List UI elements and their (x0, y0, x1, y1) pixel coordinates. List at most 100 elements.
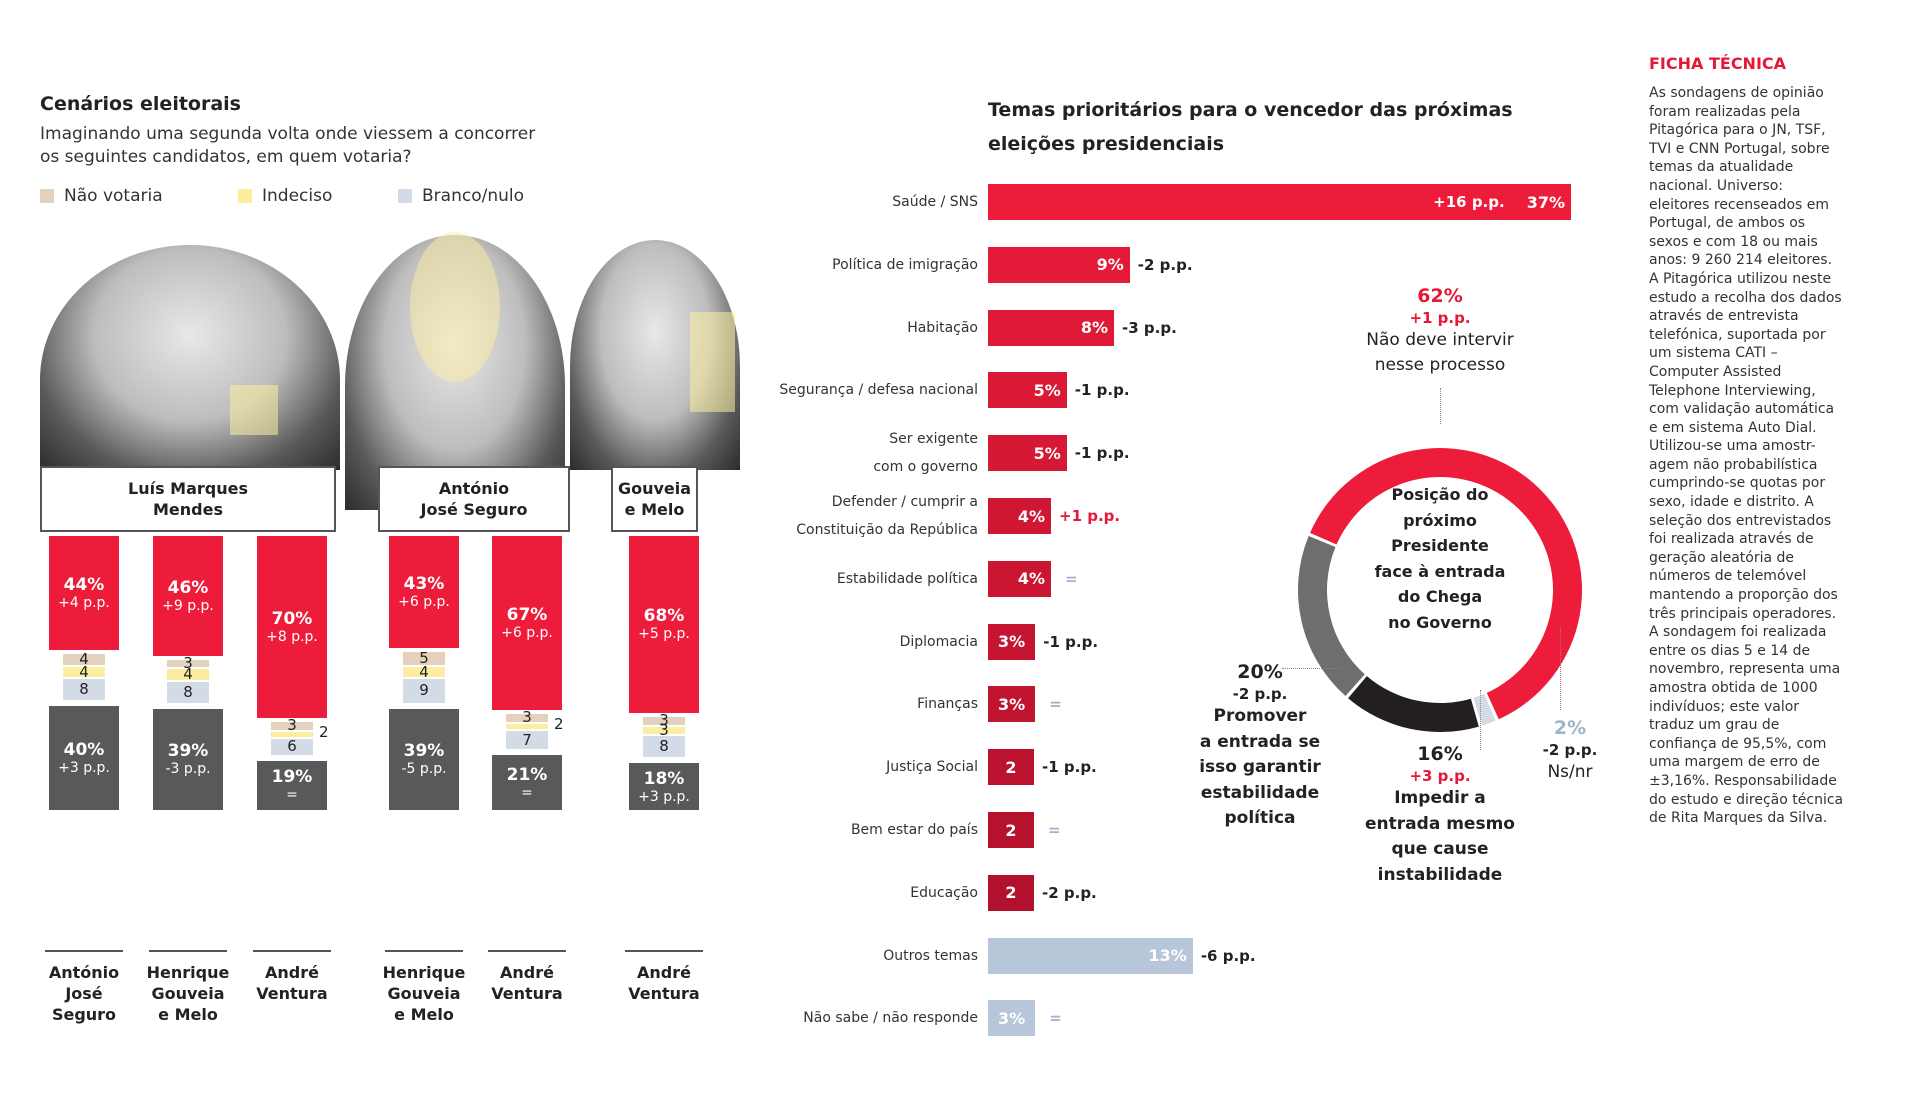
ficha-line: indivíduos; este valor (1649, 698, 1800, 715)
slice-delta: -2 p.p. (1232, 685, 1288, 703)
ficha-line: ±3,16%. Responsabilidade (1649, 772, 1837, 789)
ficha-tecnica-title: FICHA TÉCNICA (1649, 54, 1787, 73)
bar-indeciso: 3 (643, 722, 685, 737)
theme-bar-value: 2 (1005, 883, 1017, 903)
theme-bar-value: 2 (1005, 820, 1017, 840)
bar-delta: +8 p.p. (266, 629, 318, 645)
donut-label-promover: 20% -2 p.p. Promover a entrada se isso g… (1195, 660, 1325, 832)
opponent-name: Henrique Gouveia e Melo (133, 962, 243, 1025)
ficha-line: entre os dias 5 e 14 de (1649, 642, 1811, 659)
bar-value: 43% (403, 573, 445, 594)
ficha-line: A sondagem foi realizada (1649, 624, 1827, 641)
themes-title: Temas prioritários para o vencedor das p… (988, 93, 1513, 161)
theme-delta: -1 p.p. (1074, 444, 1130, 463)
slice-delta: -2 p.p. (1542, 741, 1598, 759)
slice-label-line: Promover (1213, 706, 1307, 726)
theme-label-line: Saúde / SNS (892, 194, 978, 210)
theme-label: Defender / cumprir a Constituição da Repú… (700, 488, 978, 544)
opponent-name: André Ventura (237, 962, 347, 1004)
legend-swatch (238, 189, 252, 203)
ficha-line: três principais operadores. (1649, 605, 1837, 622)
opponent-name-line: Henrique (382, 963, 466, 982)
slice-value: 20% (1237, 661, 1283, 683)
theme-bar: 9% (988, 246, 1130, 283)
bar-opponent: 39% -3 p.p. (153, 708, 223, 810)
donut-label-impedir: 16% +3 p.p. Impedir a entrada mesmo que … (1360, 742, 1520, 888)
ficha-line: através de entrevista (1649, 308, 1799, 325)
donut-title-line: do Chega (1397, 587, 1483, 606)
theme-label: Diplomacia (700, 631, 978, 653)
donut-center-title: Posição do próximo Presidente face à ent… (1370, 482, 1510, 635)
bar-candidate: 44% +4 p.p. (49, 536, 119, 651)
theme-bar: 5% (988, 435, 1067, 472)
ficha-line: mantendo a proporção dos (1649, 587, 1838, 604)
legend-item-branco-nulo: Branco/nulo (398, 186, 524, 206)
ficha-line: agem não probabilística (1649, 456, 1818, 473)
theme-label-line: com o governo (873, 459, 978, 476)
ficha-line: de Rita Marques da Silva. (1649, 810, 1828, 827)
opponent-name-line: André (500, 963, 554, 982)
donut-title-line: próximo (1403, 510, 1477, 530)
theme-delta: -1 p.p. (1043, 632, 1099, 651)
slice-label-line: Impedir a (1394, 788, 1486, 808)
slice-delta: +3 p.p. (1409, 767, 1471, 785)
portrait-accent (410, 232, 500, 382)
ficha-line: nacional. Universo: (1649, 177, 1784, 194)
bar-value: 46% (167, 577, 209, 598)
ficha-line: geração aleatória de (1649, 549, 1795, 566)
bar-indeciso: 4 (167, 667, 209, 682)
ficha-line: estudo a recolha dos dados (1649, 289, 1842, 306)
leader-line (1282, 668, 1340, 669)
bar-delta: +9 p.p. (162, 597, 214, 614)
theme-bar-value: 3% (998, 632, 1026, 652)
theme-delta: = (1049, 1009, 1062, 1028)
bar-baseline (149, 950, 227, 952)
bar-baseline (45, 950, 123, 952)
bar-indeciso: 4 (63, 664, 105, 680)
theme-delta: -3 p.p. (1122, 318, 1177, 337)
bar-value: 44% (63, 575, 105, 596)
bar-nao-votaria: 3 (643, 712, 685, 727)
bar-opponent: 39% -5 p.p. (389, 708, 459, 810)
ficha-line: sexo, idade e distrito. A (1649, 494, 1814, 511)
bar-delta: = (286, 787, 298, 804)
bar-branco-nulo: 8 (643, 736, 685, 758)
candidate-box-jose-seguro: António José Seguro (378, 466, 570, 532)
theme-bar-value: 9% (1096, 255, 1124, 275)
candidate-name-line: Luís Marques (128, 479, 248, 498)
bar-value: 68% (643, 606, 685, 627)
bar-delta: +3 p.p. (58, 760, 110, 776)
ficha-line: temas da atualidade (1649, 159, 1794, 176)
themes-title-line: eleições presidenciais (988, 133, 1225, 155)
bar-opponent: 40% +3 p.p. (49, 706, 119, 810)
theme-bar: 3% (988, 686, 1036, 723)
ficha-line: TVI e CNN Portugal, sobre (1649, 140, 1830, 157)
bar-delta: = (521, 784, 533, 801)
donut-slice (1298, 535, 1365, 696)
bar-branco-nulo: 8 (167, 681, 209, 703)
bar-nao-votaria: 4 (63, 652, 105, 667)
theme-bar-value: 3% (998, 1008, 1026, 1028)
theme-label-line: Política de imigração (832, 256, 978, 273)
bar-value: 21% (506, 764, 548, 785)
bar-delta: +3 p.p. (638, 788, 690, 805)
ficha-line: eleitores recenseados em (1649, 196, 1830, 213)
theme-label-line: Justiça Social (886, 759, 978, 776)
bar-nao-votaria: 3 (506, 710, 548, 724)
theme-delta: -1 p.p. (1074, 381, 1130, 400)
legend-label: Branco/nulo (422, 186, 524, 206)
slice-value: 16% (1417, 743, 1463, 765)
ficha-line: cumprindo-se quotas por (1649, 475, 1826, 492)
ficha-line: com validação automática (1649, 401, 1835, 418)
leader-line (1560, 628, 1561, 710)
bar-delta: -5 p.p. (401, 761, 447, 778)
bar-baseline (488, 950, 566, 952)
bar-value: 67% (506, 605, 548, 626)
leader-line (1440, 388, 1441, 424)
bar-branco-nulo: 6 (271, 738, 313, 755)
ficha-line: telefónica, suportada por (1649, 326, 1826, 343)
theme-label: Justiça Social (700, 756, 978, 778)
opponent-name-line: Ventura (491, 984, 563, 1003)
donut-title-line: Presidente (1391, 536, 1489, 555)
theme-bar: 3% (988, 623, 1036, 660)
